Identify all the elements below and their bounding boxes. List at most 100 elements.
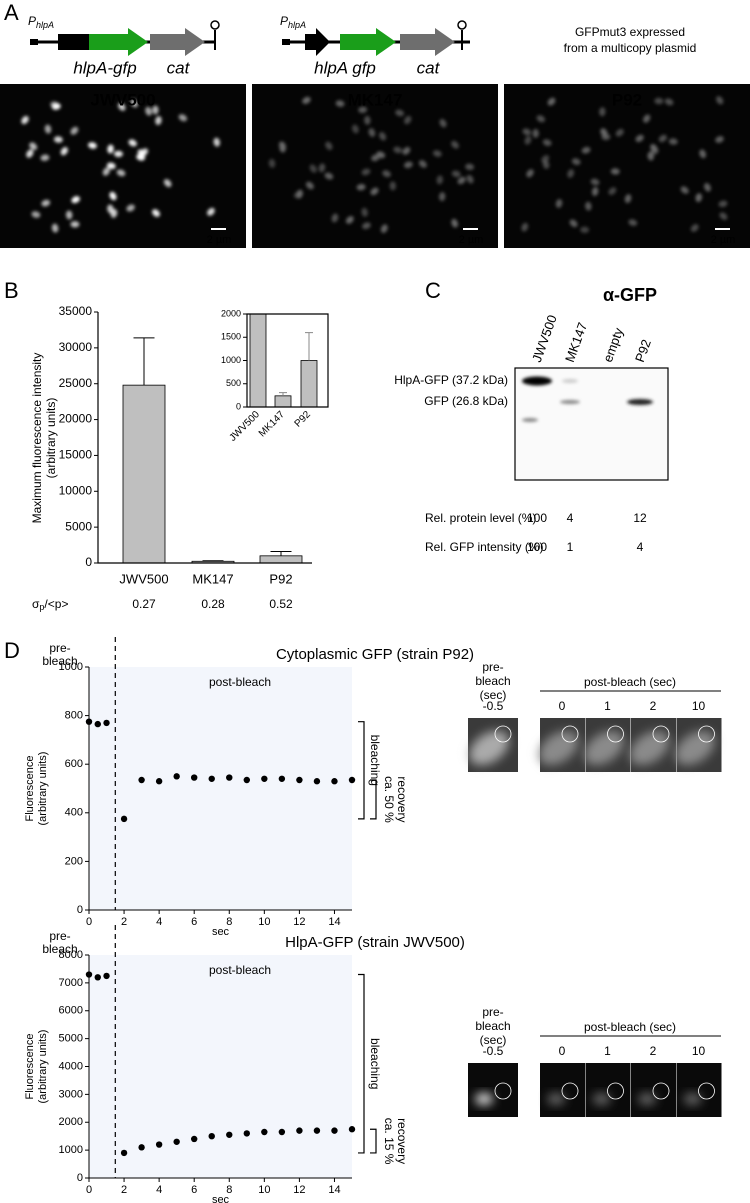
phase-label: pre- <box>49 641 70 655</box>
x-tick-label: 8 <box>226 916 232 928</box>
cell <box>88 142 97 149</box>
cell <box>51 223 59 233</box>
cell <box>21 116 29 125</box>
point <box>173 1138 180 1145</box>
gene-label: hlpA-gfp <box>73 58 136 77</box>
point <box>120 815 128 823</box>
row-value: 100 <box>527 540 547 554</box>
frap-image <box>468 1063 518 1117</box>
cell <box>60 147 68 156</box>
cell <box>635 134 644 143</box>
y-tick-label: 5000 <box>59 1033 83 1045</box>
y-axis-label: (arbitrary units) <box>44 398 58 479</box>
band <box>627 399 653 405</box>
cell <box>44 124 52 134</box>
cell <box>109 191 117 201</box>
bleach-roi <box>607 725 624 743</box>
cell <box>136 154 146 161</box>
cell <box>362 222 371 230</box>
cell <box>318 163 326 173</box>
cell <box>324 172 334 180</box>
scale-bar-label: 2 µm <box>207 234 232 246</box>
point <box>261 1128 268 1136</box>
cell <box>145 106 152 116</box>
point <box>208 775 215 782</box>
row-value: 4 <box>637 540 644 554</box>
cell <box>31 211 41 218</box>
cell <box>126 204 135 212</box>
cell <box>382 170 391 178</box>
phase-label: post-bleach <box>209 963 271 977</box>
cell-blob <box>592 1093 611 1105</box>
panel-label: A <box>4 0 19 25</box>
x-tick-label: 2 <box>121 916 127 928</box>
y-tick-label: 0 <box>85 555 92 569</box>
frap-image <box>584 718 631 772</box>
time-label: 0 <box>559 1044 566 1058</box>
band-label: GFP (26.8 kDa) <box>424 394 508 408</box>
frap-image <box>540 1063 585 1117</box>
bracket <box>370 1128 377 1154</box>
bracket <box>358 973 365 1154</box>
cell <box>571 158 581 165</box>
cell-blob <box>475 1093 493 1105</box>
y-tick-label: 0 <box>236 401 241 411</box>
x-tick-label: JWV500 <box>119 571 168 586</box>
cell <box>155 116 162 125</box>
error-bar <box>202 560 224 562</box>
cell <box>102 167 110 176</box>
cell <box>70 221 80 228</box>
cell <box>345 216 354 224</box>
cell <box>581 146 591 154</box>
x-tick-label: MK147 <box>257 409 287 439</box>
cell <box>591 187 599 196</box>
micrograph-bg <box>252 84 498 248</box>
cell <box>526 169 534 178</box>
gene-label: cat <box>417 58 441 77</box>
band <box>522 376 552 386</box>
cell <box>585 201 592 211</box>
panel-label: B <box>4 278 19 303</box>
cell <box>296 189 303 199</box>
frap-image <box>629 718 676 772</box>
x-tick-label: 14 <box>328 916 340 928</box>
point <box>191 1135 198 1143</box>
y-tick-label: 1000 <box>221 355 241 365</box>
plasmid-note: from a multicopy plasmid <box>564 41 697 55</box>
frap-image <box>468 718 518 772</box>
image-label: (sec) <box>480 1033 507 1047</box>
point <box>243 776 250 784</box>
cell <box>331 213 339 223</box>
row-label: Rel. GFP intensity (%) <box>425 540 543 554</box>
point <box>173 773 180 780</box>
micrograph: JWV500 2 µm <box>0 84 246 248</box>
point <box>348 776 356 784</box>
cell <box>368 128 376 137</box>
cell <box>213 137 221 147</box>
point <box>278 775 286 782</box>
cell <box>361 168 371 176</box>
image-bg <box>468 1063 518 1117</box>
time-label: 1 <box>604 699 611 713</box>
cell <box>580 226 590 234</box>
row-value: 1 <box>567 540 574 554</box>
y-tick-label: 0 <box>77 1172 83 1184</box>
time-label: 0 <box>559 699 566 713</box>
cell <box>152 105 159 115</box>
cell <box>522 128 532 136</box>
bars <box>249 314 318 407</box>
x-tick-label: 0 <box>86 916 92 928</box>
cell <box>325 141 333 151</box>
cell <box>555 199 563 208</box>
blot-bands <box>522 376 653 422</box>
point <box>348 1126 356 1133</box>
cell <box>41 199 51 207</box>
cell <box>542 139 552 147</box>
axes <box>88 955 352 1179</box>
micrograph: P92 2 µm <box>504 84 750 248</box>
bar <box>122 384 166 564</box>
time-label: 10 <box>692 699 706 713</box>
cells <box>521 96 728 234</box>
antibody-label: α-GFP <box>603 285 657 305</box>
